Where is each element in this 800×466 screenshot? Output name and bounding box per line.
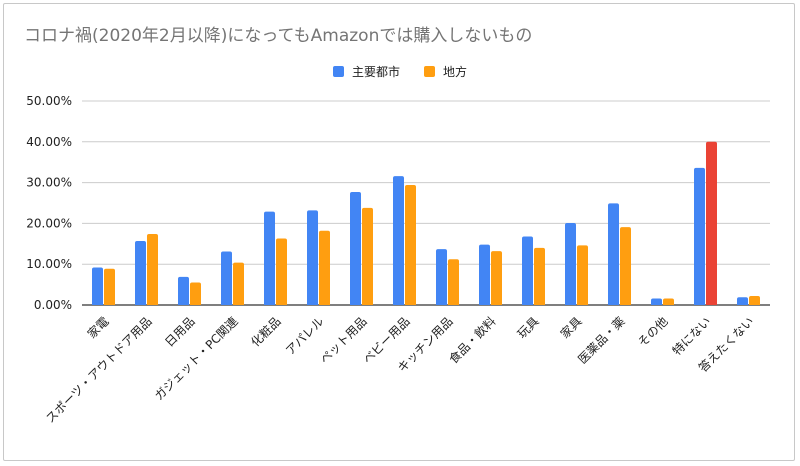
bar-series-1-12	[620, 227, 631, 305]
x-tick-label: 食品・飲料	[446, 314, 499, 367]
legend-item-series-0: 主要都市	[332, 63, 400, 80]
legend: 主要都市 地方	[0, 63, 800, 80]
y-tick-label: 50.00%	[26, 94, 72, 108]
bar-series-1-11	[577, 245, 588, 305]
y-tick-label: 0.00%	[34, 298, 72, 312]
bar-series-0-7	[393, 176, 404, 305]
bar-series-0-3	[221, 251, 232, 305]
bar-series-0-5	[307, 210, 318, 305]
bar-series-1-13	[663, 298, 674, 305]
bar-series-1-4	[276, 238, 287, 305]
legend-label-series-0: 主要都市	[351, 65, 400, 79]
y-tick-labels: 0.00% 10.00% 20.00% 30.00% 40.00% 50.00%	[26, 94, 72, 312]
bar-series-1-7	[405, 185, 416, 305]
gridlines	[82, 100, 770, 306]
bar-series-0-1	[135, 240, 146, 305]
y-tick-label: 20.00%	[26, 216, 72, 230]
x-tick-label: 医薬品・薬	[575, 314, 627, 366]
y-tick-label: 10.00%	[26, 257, 72, 271]
bar-series-1-8	[448, 259, 459, 305]
bar-series-0-0	[92, 267, 103, 305]
bar-series-1-0	[104, 268, 115, 305]
legend-item-series-1: 地方	[424, 63, 467, 80]
x-tick-label: アパレル	[283, 314, 327, 358]
bar-series-0-15	[737, 297, 748, 305]
bar-series-0-12	[608, 203, 619, 305]
y-tick-label: 40.00%	[26, 135, 72, 149]
x-tick-label: ガジェット・PC関連	[152, 314, 241, 403]
bar-series-1-5	[319, 230, 330, 305]
legend-swatch-series-0	[332, 66, 344, 77]
x-tick-label: 家具	[557, 314, 585, 342]
bars	[92, 141, 760, 305]
bar-series-0-6	[350, 191, 361, 305]
bar-series-1-2	[190, 282, 201, 305]
chart-title: コロナ禍(2020年2月以降)になってもAmazonでは購入しないもの	[24, 26, 533, 46]
bar-series-0-9	[479, 244, 490, 305]
x-tick-label: 特にない	[669, 314, 714, 359]
x-tick-label: 家電	[84, 314, 112, 342]
bar-series-1-10	[534, 247, 545, 305]
bar-series-1-15	[749, 296, 760, 305]
bar-series-0-2	[178, 276, 189, 305]
bar-series-0-13	[651, 298, 662, 305]
x-tick-label: 玩具	[515, 314, 542, 341]
bar-series-1-3	[233, 262, 244, 305]
legend-label-series-1: 地方	[443, 65, 468, 79]
y-tick-label: 30.00%	[26, 176, 72, 190]
x-tick-label: 日用品	[162, 314, 197, 349]
bar-series-1-9	[491, 251, 502, 305]
bar-series-0-11	[565, 222, 576, 305]
bar-series-0-4	[264, 211, 275, 305]
x-tick-label: その他	[635, 314, 670, 349]
bar-series-1-6	[362, 207, 373, 305]
bar-series-0-10	[522, 236, 533, 305]
x-tick-label: 化粧品	[248, 314, 283, 349]
bar-series-0-8	[436, 249, 447, 305]
bar-series-1-14	[706, 141, 717, 305]
bar-series-0-14	[694, 167, 705, 305]
legend-swatch-series-1	[424, 66, 435, 77]
bar-series-1-1	[147, 234, 158, 305]
